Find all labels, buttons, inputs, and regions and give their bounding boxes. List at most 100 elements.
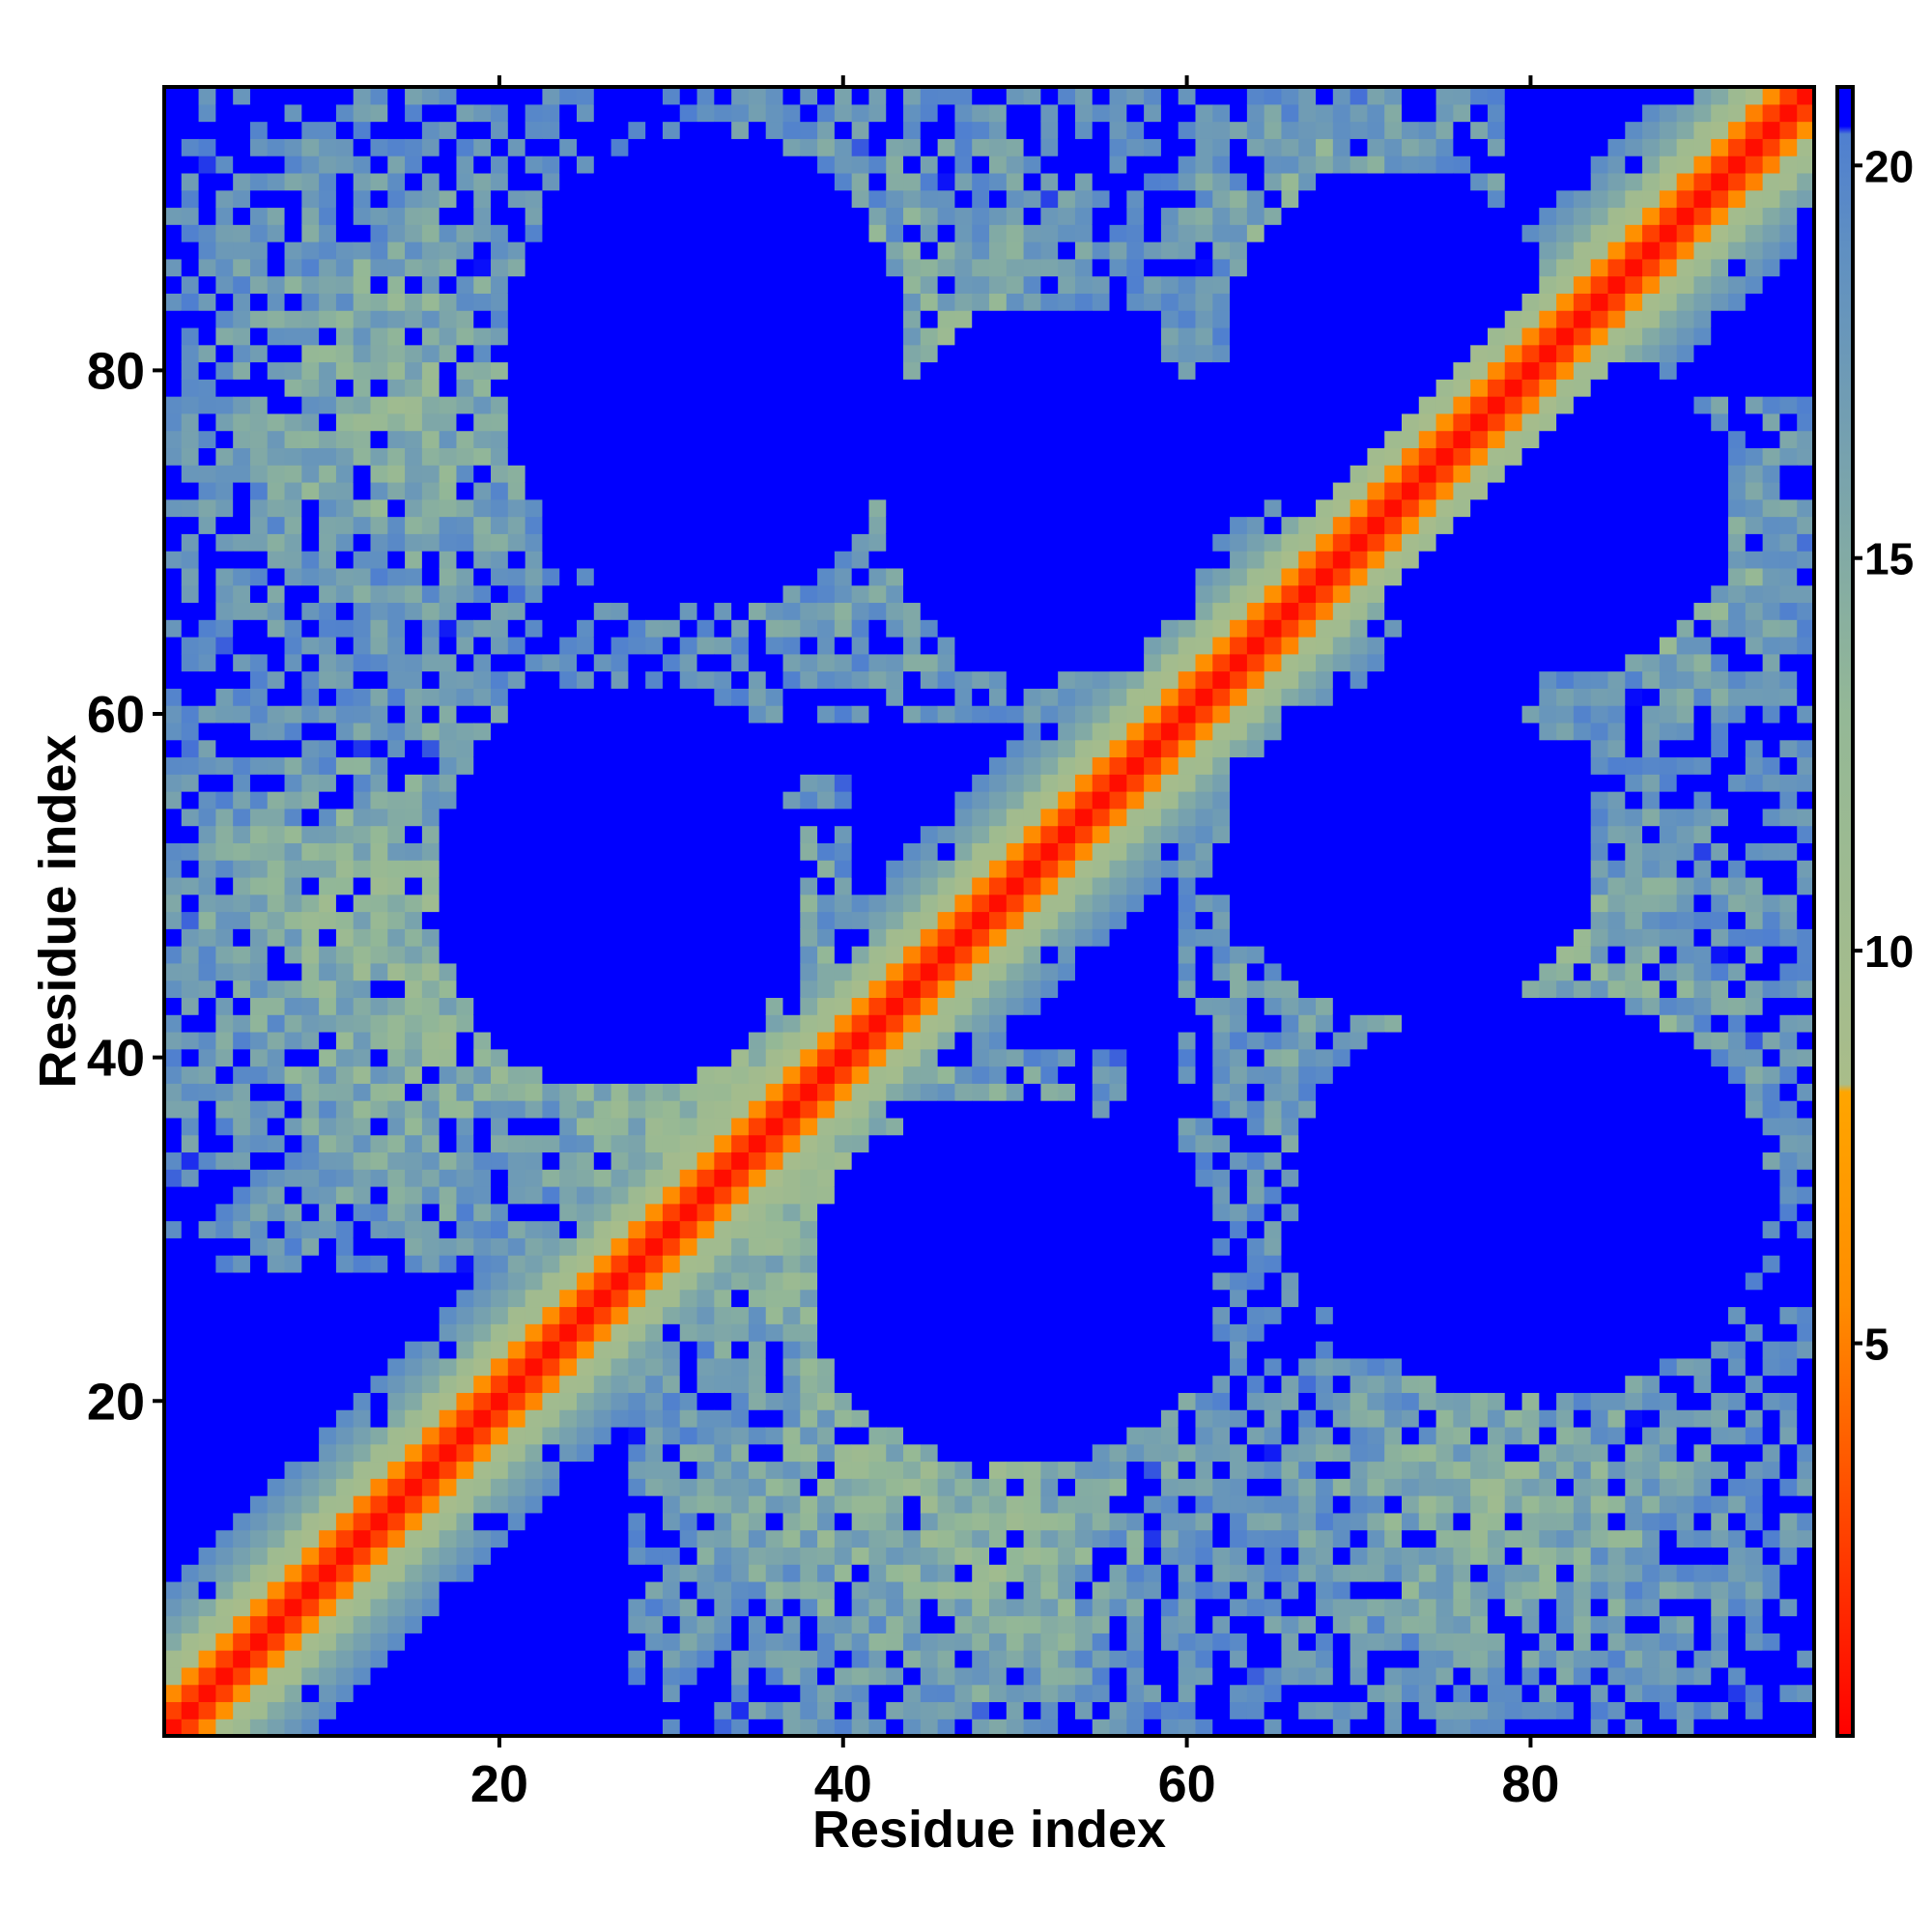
heatmap-cell	[645, 310, 664, 328]
heatmap-cell	[249, 1100, 269, 1119]
heatmap-cell	[645, 637, 664, 655]
heatmap-cell	[765, 1580, 784, 1600]
heatmap-cell	[284, 1580, 302, 1600]
heatmap-cell	[679, 379, 698, 397]
heatmap-cell	[421, 637, 440, 655]
heatmap-cell	[800, 1220, 818, 1238]
heatmap-cell	[679, 1065, 698, 1084]
heatmap-cell	[1006, 688, 1025, 706]
heatmap-cell	[525, 584, 544, 604]
heatmap-cell	[611, 242, 629, 260]
heatmap-cell	[233, 1529, 251, 1548]
heatmap-cell	[267, 1048, 286, 1067]
heatmap-cell	[662, 361, 681, 380]
heatmap-cell	[662, 1065, 681, 1084]
heatmap-cell	[249, 242, 269, 260]
heatmap-cell	[645, 1065, 664, 1084]
heatmap-cell	[525, 962, 544, 981]
heatmap-cell	[249, 258, 269, 277]
heatmap-cell	[628, 189, 646, 209]
heatmap-cell	[748, 1186, 767, 1205]
heatmap-cell	[421, 1134, 440, 1153]
heatmap-cell	[800, 1666, 818, 1686]
heatmap-cell	[387, 1564, 406, 1582]
heatmap-cell	[851, 1426, 870, 1445]
heatmap-cell	[1040, 172, 1059, 191]
heatmap-cell	[851, 412, 870, 432]
heatmap-cell	[782, 138, 801, 156]
heatmap-cell	[765, 1203, 784, 1222]
heatmap-cell	[1006, 87, 1025, 105]
heatmap-cell	[525, 774, 544, 792]
heatmap-cell	[577, 1529, 595, 1548]
heatmap-cell	[714, 447, 732, 466]
heatmap-cell	[198, 1220, 216, 1238]
heatmap-cell	[611, 1478, 629, 1496]
heatmap-cell	[319, 619, 337, 638]
heatmap-cell	[868, 1357, 887, 1377]
heatmap-cell	[662, 430, 681, 449]
heatmap-cell	[679, 121, 698, 139]
heatmap-cell	[1040, 1684, 1059, 1703]
heatmap-cell	[593, 293, 612, 311]
heatmap-cell	[748, 619, 767, 638]
heatmap-cell	[696, 275, 715, 294]
heatmap-cell	[834, 224, 853, 242]
heatmap-cell	[851, 1478, 870, 1496]
heatmap-cell	[714, 293, 732, 311]
heatmap-cell	[765, 1598, 784, 1617]
heatmap-cell	[920, 1409, 939, 1428]
heatmap-cell	[611, 1169, 629, 1187]
heatmap-cell	[233, 310, 251, 328]
heatmap-cell	[387, 361, 406, 380]
heatmap-cell	[267, 1719, 286, 1737]
heatmap-cell	[628, 1031, 646, 1050]
heatmap-cell	[714, 1409, 732, 1428]
heatmap-cell	[765, 1375, 784, 1393]
heatmap-cell	[456, 1289, 474, 1308]
heatmap-cell	[473, 1392, 492, 1410]
heatmap-cell	[662, 1409, 681, 1428]
heatmap-cell	[920, 825, 939, 843]
heatmap-cell	[215, 138, 234, 156]
heatmap-cell	[439, 842, 458, 861]
heatmap-cell	[405, 1203, 423, 1222]
heatmap-cell	[817, 774, 836, 792]
heatmap-cell	[937, 1169, 956, 1187]
heatmap-cell	[507, 705, 526, 724]
heatmap-cell	[1023, 1031, 1041, 1050]
heatmap-cell	[954, 825, 973, 843]
heatmap-cell	[1006, 344, 1025, 363]
heatmap-cell	[748, 1151, 767, 1170]
heatmap-cell	[456, 310, 474, 328]
heatmap-cell	[439, 1186, 458, 1205]
heatmap-cell	[301, 1169, 320, 1187]
heatmap-cell	[937, 1666, 956, 1686]
heatmap-cell	[491, 396, 509, 414]
heatmap-cell	[473, 739, 492, 758]
heatmap-cell	[903, 1186, 922, 1205]
heatmap-cell	[1006, 412, 1025, 432]
heatmap-cell	[164, 258, 183, 277]
heatmap-cell	[164, 224, 183, 242]
heatmap-cell	[645, 722, 664, 741]
heatmap-cell	[267, 138, 286, 156]
heatmap-cell	[903, 103, 922, 123]
heatmap-cell	[164, 430, 183, 449]
heatmap-cell	[559, 1341, 578, 1359]
heatmap-cell	[800, 637, 818, 655]
heatmap-cell	[662, 1289, 681, 1308]
heatmap-cell	[611, 87, 629, 105]
heatmap-cell	[1006, 1650, 1025, 1668]
heatmap-cell	[164, 396, 183, 414]
heatmap-cell	[370, 1151, 388, 1170]
heatmap-cell	[335, 1547, 355, 1565]
heatmap-cell	[834, 1186, 853, 1205]
heatmap-cell	[817, 1633, 836, 1651]
heatmap-cell	[593, 1580, 612, 1600]
heatmap-cell	[989, 1134, 1008, 1153]
heatmap-cell	[782, 275, 801, 294]
heatmap-cell	[1023, 1048, 1041, 1067]
heatmap-cell	[577, 842, 595, 861]
heatmap-cell	[834, 1255, 853, 1273]
